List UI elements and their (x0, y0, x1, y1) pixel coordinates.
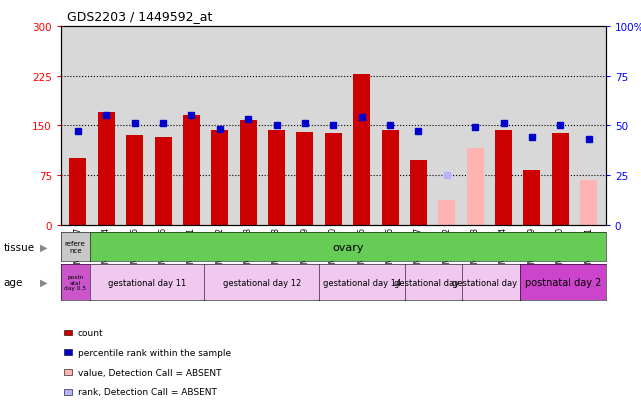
Bar (183, 116, 200, 225)
Bar (381, 131, 399, 225)
Text: gestational day 12: gestational day 12 (222, 278, 301, 287)
Bar (495, 131, 512, 225)
Text: postnatal day 2: postnatal day 2 (524, 278, 601, 287)
Text: value, Detection Call = ABSENT: value, Detection Call = ABSENT (78, 368, 221, 377)
Bar (212, 131, 228, 225)
Bar (353, 75, 370, 225)
Bar (524, 171, 540, 225)
Text: postn
atal
day 0.5: postn atal day 0.5 (64, 275, 87, 290)
Text: tissue: tissue (3, 242, 35, 252)
Bar (240, 121, 256, 225)
Text: rank, Detection Call = ABSENT: rank, Detection Call = ABSENT (78, 387, 217, 396)
Text: gestational day 16: gestational day 16 (394, 278, 473, 287)
Bar (438, 201, 455, 225)
Text: gestational day 14: gestational day 14 (323, 278, 401, 287)
Bar (98, 113, 115, 225)
Text: percentile rank within the sample: percentile rank within the sample (78, 348, 231, 357)
Bar (268, 131, 285, 225)
Text: gestational day 18: gestational day 18 (452, 278, 530, 287)
Text: refere
nce: refere nce (65, 240, 86, 254)
Bar (296, 133, 313, 225)
Text: count: count (78, 328, 103, 337)
Text: ovary: ovary (332, 242, 363, 252)
Bar (410, 161, 427, 225)
Bar (552, 134, 569, 225)
Text: ▶: ▶ (40, 242, 48, 252)
Text: gestational day 11: gestational day 11 (108, 278, 186, 287)
Bar (467, 149, 484, 225)
Bar (580, 180, 597, 225)
Text: GDS2203 / 1449592_at: GDS2203 / 1449592_at (67, 10, 213, 23)
Bar (69, 159, 87, 225)
Bar (126, 136, 143, 225)
Bar (154, 137, 172, 225)
Text: ▶: ▶ (40, 278, 48, 287)
Text: age: age (3, 278, 22, 287)
Bar (325, 134, 342, 225)
